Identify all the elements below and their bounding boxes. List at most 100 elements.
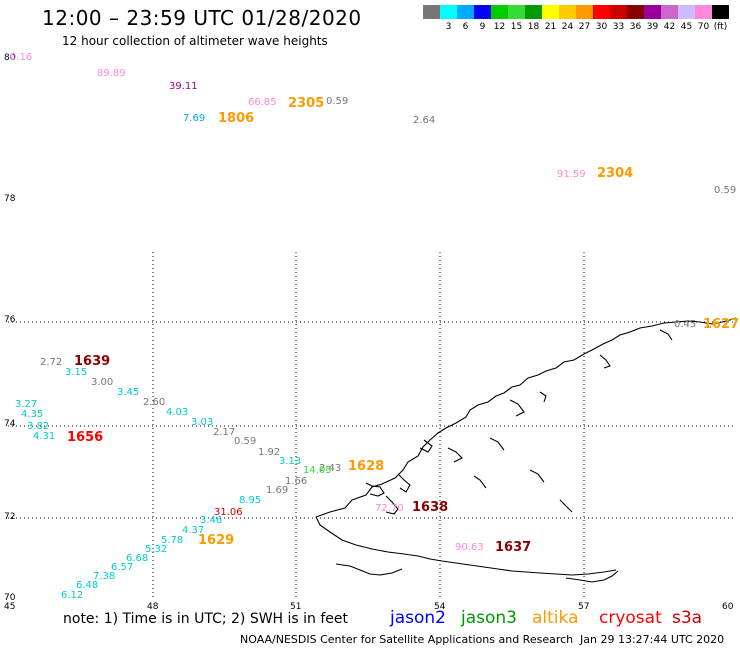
page-title: 12:00 – 23:59 UTC 01/28/2020: [42, 6, 362, 30]
wave-height-label: 39.11: [169, 81, 198, 92]
color-swatch: [559, 5, 576, 19]
color-swatch: [576, 5, 593, 19]
wave-height-label: 2.17: [213, 427, 236, 438]
color-scale-label: 36: [629, 22, 642, 32]
wave-height-label: 89.89: [97, 68, 126, 79]
color-swatch: [610, 5, 627, 19]
color-scale-label: 30: [595, 22, 608, 32]
satellite-legend-item: s3a: [672, 608, 703, 628]
wave-height-label: 31.06: [214, 507, 243, 518]
color-swatch: [695, 5, 712, 19]
longitude-label: 57: [578, 602, 590, 612]
latitude-label: 78: [4, 194, 16, 204]
satellite-legend-item: jason2: [390, 608, 446, 628]
color-swatch: [440, 5, 457, 19]
pass-time-label: 2305: [288, 96, 325, 111]
page-subtitle: 12 hour collection of altimeter wave hei…: [62, 34, 328, 48]
color-swatch: [474, 5, 491, 19]
pass-time-label: 1638: [412, 500, 449, 515]
wave-height-label: 7.69: [183, 113, 206, 124]
pass-time-label: 1628: [348, 459, 385, 474]
wave-height-label: 5.32: [145, 544, 168, 555]
color-scale-label: 21: [544, 22, 557, 32]
color-scale: [423, 5, 729, 19]
color-swatch: [508, 5, 525, 19]
latitude-label: 72: [4, 512, 16, 522]
pass-time-label: 1637: [495, 540, 532, 555]
credit-timestamp: Jan 29 13:27:44 UTC 2020: [580, 633, 725, 646]
wave-height-label: 3.45: [117, 387, 140, 398]
footer-note: note: 1) Time is in UTC; 2) SWH is in fe…: [63, 611, 349, 627]
wave-height-label: 4.35: [21, 409, 44, 420]
color-scale-label: 33: [612, 22, 625, 32]
color-scale-label: 39: [646, 22, 659, 32]
longitude-label: 45: [4, 602, 16, 612]
color-swatch: [661, 5, 678, 19]
longitude-label: 51: [290, 602, 302, 612]
latitude-label: 80: [4, 53, 16, 63]
color-scale-label: 3: [445, 22, 452, 32]
wave-height-label: 3.03: [191, 417, 214, 428]
color-scale-label: 42: [663, 22, 676, 32]
wave-height-label: 4.37: [182, 525, 205, 536]
color-scale-label: 24: [561, 22, 574, 32]
wave-height-label: 6.68: [126, 553, 149, 564]
pass-time-label: 1639: [74, 354, 111, 369]
color-scale-label: 70: [697, 22, 710, 32]
wave-height-label: 2.43: [319, 463, 342, 474]
color-swatch: [712, 5, 729, 19]
wave-height-label: 14.05: [303, 465, 332, 476]
wave-height-label: 1.66: [285, 476, 308, 487]
wave-height-label: 6.12: [61, 590, 84, 601]
wave-height-label: 0.16: [10, 52, 33, 63]
credit-text: NOAA/NESDIS Center for Satellite Applica…: [240, 633, 574, 646]
wave-height-label: 2.72: [40, 357, 63, 368]
wave-height-label: 6.57: [111, 562, 134, 573]
wave-height-label: 0.59: [714, 185, 737, 196]
color-swatch: [491, 5, 508, 19]
pass-time-label: 1627: [703, 317, 740, 332]
wave-height-label: 72.70: [375, 503, 404, 514]
wave-height-label: 1.92: [258, 447, 281, 458]
satellite-legend-item: cryosat: [599, 608, 662, 628]
wave-height-label: 3.82: [27, 421, 50, 432]
wave-height-label: 5.78: [161, 535, 184, 546]
latitude-label: 70: [4, 593, 16, 603]
wave-height-label: 3.15: [65, 367, 88, 378]
pass-time-label: 1656: [67, 430, 104, 445]
wave-height-label: 3.13: [279, 456, 302, 467]
longitude-label: 54: [434, 602, 446, 612]
wave-height-label: 6.48: [76, 580, 99, 591]
color-swatch: [457, 5, 474, 19]
longitude-label: 60: [722, 602, 734, 612]
wave-height-label: 66.85: [248, 97, 277, 108]
color-scale-label: 9: [479, 22, 486, 32]
color-swatch: [423, 5, 440, 19]
color-scale-labels: 3 6 9 12 15 18 21 24 27 30 33 36 39 42 45 70 (ft): [423, 22, 729, 32]
wave-height-label: 7.38: [93, 571, 116, 582]
color-swatch: [627, 5, 644, 19]
wave-height-label: 4.03: [166, 407, 189, 418]
wave-height-label: 2.64: [413, 115, 436, 126]
wave-height-label: 0.59: [326, 96, 349, 107]
color-scale-label: 12: [493, 22, 506, 32]
pass-time-label: 1629: [198, 533, 235, 548]
wave-height-label: 1.69: [266, 485, 289, 496]
greenland-coastline: [315, 317, 737, 583]
latitude-label: 74: [4, 419, 16, 429]
latitude-label: 76: [4, 315, 16, 325]
satellite-legend-item: altika: [532, 608, 579, 628]
satellite-legend-item: jason3: [461, 608, 517, 628]
color-swatch: [644, 5, 661, 19]
color-scale-label: 6: [462, 22, 469, 32]
wave-height-label: 0.59: [234, 436, 257, 447]
wave-height-label: 0.45: [674, 319, 697, 330]
longitude-label: 48: [147, 602, 159, 612]
wave-height-label: 8.95: [239, 495, 262, 506]
pass-time-label: 1806: [218, 111, 255, 126]
color-swatch: [542, 5, 559, 19]
color-swatch: [678, 5, 695, 19]
wave-height-label: 3.27: [15, 399, 38, 410]
